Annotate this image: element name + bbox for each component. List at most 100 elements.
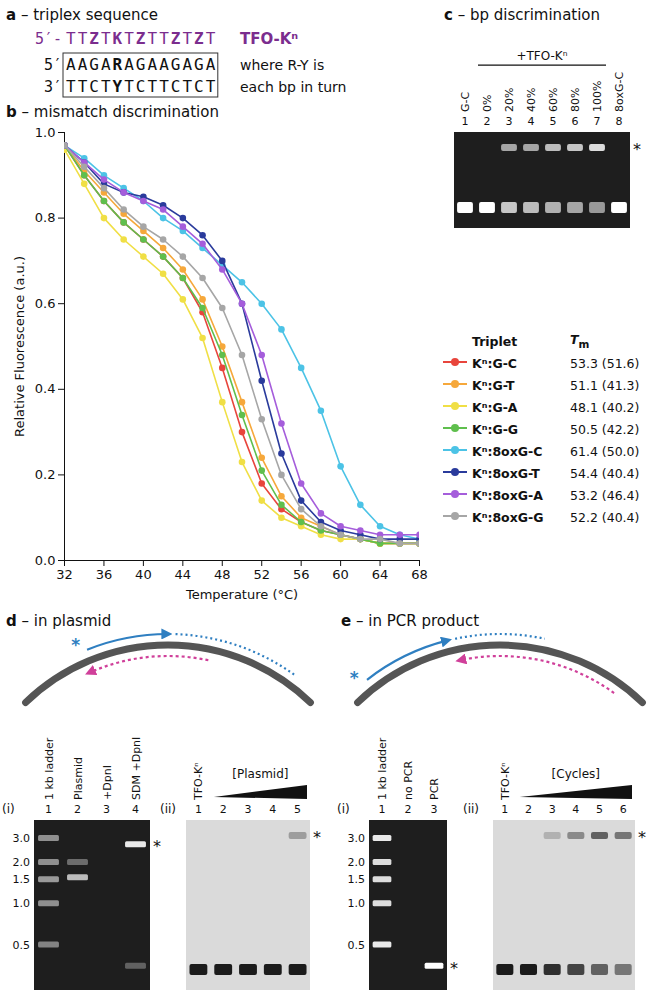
svg-text:1: 1	[195, 803, 202, 816]
svg-text:100%: 100%	[591, 81, 604, 112]
svg-text:3: 3	[431, 803, 438, 816]
svg-text:where R-Y is: where R-Y is	[240, 57, 324, 73]
svg-text:TFO-Kⁿ: TFO-Kⁿ	[240, 30, 298, 48]
svg-text:*: *	[71, 635, 80, 655]
svg-text:0.6: 0.6	[35, 296, 56, 311]
svg-text:1: 1	[462, 115, 469, 128]
svg-text:(ii): (ii)	[160, 802, 176, 816]
svg-text:4: 4	[132, 803, 139, 816]
svg-text:TTZTKTZTTZTZT: TTZTKTZTTZTZT	[66, 29, 217, 48]
svg-text:1.0: 1.0	[348, 897, 366, 910]
svg-text:0.5: 0.5	[348, 939, 366, 952]
svg-text:2.0: 2.0	[13, 856, 31, 869]
svg-text:+TFO-Kⁿ: +TFO-Kⁿ	[516, 49, 567, 63]
svg-text:7: 7	[594, 115, 601, 128]
svg-text:1.0: 1.0	[13, 897, 31, 910]
svg-text:4: 4	[269, 803, 276, 816]
svg-text:5: 5	[550, 115, 557, 128]
svg-text:(i): (i)	[2, 802, 15, 816]
svg-text:5′: 5′	[44, 56, 62, 74]
svg-text:*: *	[350, 668, 359, 688]
svg-text:56: 56	[293, 567, 310, 582]
svg-text:0.8: 0.8	[35, 210, 56, 225]
svg-text:a – triplex sequence: a – triplex sequence	[6, 6, 158, 24]
svg-text:Temperature (°C): Temperature (°C)	[185, 587, 298, 602]
svg-text:8oxG-C: 8oxG-C	[613, 72, 626, 112]
svg-text:52: 52	[253, 567, 270, 582]
svg-text:*: *	[313, 828, 321, 847]
svg-text:*: *	[450, 959, 458, 978]
svg-text:no PCR: no PCR	[402, 760, 415, 800]
svg-text:60: 60	[332, 567, 349, 582]
svg-text:48: 48	[214, 567, 231, 582]
svg-text:[Cycles]: [Cycles]	[552, 767, 600, 781]
svg-text:Plasmid: Plasmid	[72, 757, 85, 800]
svg-text:2: 2	[74, 803, 81, 816]
svg-text:44: 44	[175, 567, 192, 582]
svg-text:(i): (i)	[337, 802, 350, 816]
svg-text:8: 8	[616, 115, 623, 128]
svg-text:40: 40	[135, 567, 152, 582]
svg-text:1: 1	[501, 803, 508, 816]
svg-text:60%: 60%	[547, 88, 560, 112]
svg-text:40%: 40%	[525, 88, 538, 112]
svg-text:e – in PCR product: e – in PCR product	[341, 612, 479, 630]
svg-text:TTCTYTCTTCTCT: TTCTYTCTTCTCT	[66, 77, 217, 96]
svg-text:*: *	[638, 828, 646, 847]
svg-text:Relative Fluorescence (a.u.): Relative Fluorescence (a.u.)	[12, 256, 27, 437]
svg-text:0.0: 0.0	[35, 553, 56, 568]
svg-text:1.5: 1.5	[13, 873, 31, 886]
svg-text:(ii): (ii)	[463, 802, 479, 816]
svg-text:2: 2	[484, 115, 491, 128]
svg-text:1.0: 1.0	[35, 125, 56, 140]
svg-text:each bp in turn: each bp in turn	[240, 79, 346, 95]
svg-text:6: 6	[620, 803, 627, 816]
svg-text:SDM +DpnI: SDM +DpnI	[130, 737, 143, 800]
svg-text:b – mismatch discrimination: b – mismatch discrimination	[6, 103, 219, 121]
svg-text:1 kb ladder: 1 kb ladder	[376, 737, 389, 800]
svg-text:1 kb ladder: 1 kb ladder	[43, 737, 56, 800]
svg-text:0%: 0%	[481, 95, 494, 112]
svg-text:3′: 3′	[44, 78, 62, 96]
svg-text:*: *	[153, 837, 161, 856]
svg-text:3.0: 3.0	[13, 832, 31, 845]
svg-text:*: *	[633, 140, 641, 159]
svg-text:[Plasmid]: [Plasmid]	[232, 767, 288, 781]
svg-text:0.4: 0.4	[35, 381, 56, 396]
svg-text:1: 1	[45, 803, 52, 816]
svg-text:2: 2	[405, 803, 412, 816]
svg-text:5′-: 5′-	[35, 30, 62, 48]
svg-text:80%: 80%	[569, 88, 582, 112]
svg-text:1.5: 1.5	[348, 873, 366, 886]
svg-text:1: 1	[379, 803, 386, 816]
svg-text:3: 3	[549, 803, 556, 816]
svg-text:PCR: PCR	[428, 778, 441, 800]
svg-text:68: 68	[411, 567, 428, 582]
svg-text:5: 5	[596, 803, 603, 816]
svg-text:TFO-Kⁿ: TFO-Kⁿ	[499, 762, 512, 801]
svg-text:64: 64	[372, 567, 389, 582]
svg-text:+DpnI: +DpnI	[101, 765, 114, 800]
svg-text:36: 36	[96, 567, 113, 582]
svg-text:TFO-Kⁿ: TFO-Kⁿ	[192, 762, 205, 801]
svg-text:20%: 20%	[503, 88, 516, 112]
html-text:Tm: Tm	[570, 332, 590, 350]
svg-text:0.2: 0.2	[35, 467, 56, 482]
svg-text:3: 3	[506, 115, 513, 128]
svg-text:0.5: 0.5	[13, 939, 31, 952]
svg-text:AAGARAGAAGAGA: AAGARAGAAGAGA	[66, 55, 217, 74]
svg-text:4: 4	[572, 803, 579, 816]
svg-text:32: 32	[56, 567, 73, 582]
svg-text:d – in plasmid: d – in plasmid	[6, 612, 111, 630]
svg-text:3: 3	[245, 803, 252, 816]
svg-text:2.0: 2.0	[348, 856, 366, 869]
svg-text:3: 3	[103, 803, 110, 816]
svg-text:2: 2	[220, 803, 227, 816]
svg-text:4: 4	[528, 115, 535, 128]
svg-text:5: 5	[294, 803, 301, 816]
svg-text:c – bp discrimination: c – bp discrimination	[444, 6, 600, 24]
svg-text:3.0: 3.0	[348, 832, 366, 845]
svg-text:G-C: G-C	[459, 92, 472, 112]
svg-text:2: 2	[525, 803, 532, 816]
svg-text:6: 6	[572, 115, 579, 128]
